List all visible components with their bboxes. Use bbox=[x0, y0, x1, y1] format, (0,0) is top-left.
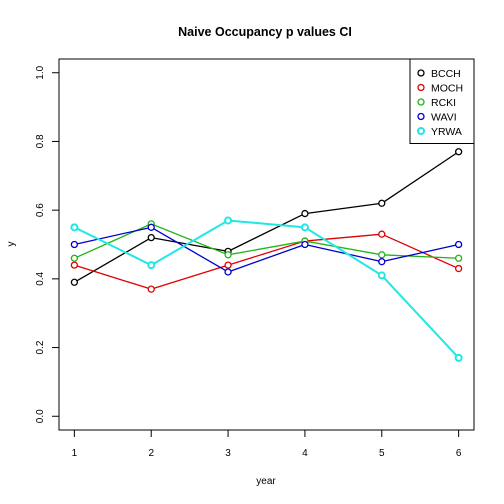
x-tick-label: 2 bbox=[148, 448, 154, 459]
legend-label-rcki: RCKI bbox=[431, 97, 456, 109]
data-point-yrwa bbox=[300, 223, 309, 232]
data-point-moch bbox=[70, 261, 79, 269]
legend-marker-yrwa bbox=[417, 127, 425, 135]
x-axis: 1 2 3 4 5 6 bbox=[72, 429, 462, 459]
data-point-bcch bbox=[147, 233, 155, 242]
data-point-rcki bbox=[378, 251, 386, 259]
data-point-wavi bbox=[378, 258, 386, 266]
y-tick-label: 0.8 bbox=[35, 134, 46, 148]
data-point-wavi bbox=[301, 240, 309, 249]
y-tick-label: 0.4 bbox=[35, 271, 46, 285]
series-layer bbox=[70, 148, 463, 362]
legend-label-bcch: BCCH bbox=[431, 68, 461, 80]
legend-marker-wavi bbox=[417, 112, 425, 121]
data-point-wavi bbox=[454, 240, 463, 249]
y-tick-label: 1.0 bbox=[35, 65, 46, 79]
x-tick-label: 1 bbox=[72, 448, 78, 459]
x-tick-label: 5 bbox=[379, 448, 385, 459]
data-point-yrwa bbox=[147, 261, 156, 270]
legend-marker-moch bbox=[417, 83, 425, 92]
chart-title: Naive Occupancy p values CI bbox=[178, 25, 352, 39]
series-line-bcch bbox=[74, 151, 459, 283]
legend-marker-bcch bbox=[417, 69, 425, 77]
data-point-rcki bbox=[224, 251, 232, 259]
legend: BCCH MOCH RCKI WAVI YRWA bbox=[409, 58, 475, 144]
data-point-moch bbox=[378, 230, 386, 238]
data-point-rcki bbox=[454, 254, 463, 262]
data-point-yrwa bbox=[224, 216, 233, 225]
x-axis-title: year bbox=[256, 476, 276, 487]
data-point-yrwa bbox=[70, 223, 79, 232]
legend-label-yrwa: YRWA bbox=[431, 126, 462, 138]
y-tick-label: 0.0 bbox=[35, 409, 46, 423]
data-point-yrwa bbox=[377, 271, 386, 280]
data-point-wavi bbox=[147, 223, 155, 231]
data-point-bcch bbox=[301, 209, 309, 218]
data-point-wavi bbox=[224, 268, 232, 276]
x-tick-label: 3 bbox=[225, 448, 231, 459]
legend-marker-rcki bbox=[417, 98, 425, 106]
data-point-moch bbox=[454, 264, 463, 273]
data-point-yrwa bbox=[454, 353, 463, 362]
y-axis: 0.0 0.2 0.4 0.6 0.8 1.0 bbox=[35, 65, 60, 423]
series-line-moch bbox=[74, 233, 459, 290]
series-line-wavi bbox=[74, 226, 459, 273]
data-point-bcch bbox=[70, 278, 79, 286]
y-axis-title: y bbox=[6, 242, 17, 247]
series-line-yrwa bbox=[73, 219, 460, 359]
data-point-moch bbox=[224, 261, 232, 269]
x-tick-label: 4 bbox=[302, 448, 308, 459]
data-point-wavi bbox=[70, 240, 79, 249]
x-tick-label: 6 bbox=[456, 448, 462, 459]
data-point-rcki bbox=[70, 254, 79, 262]
data-point-bcch bbox=[454, 148, 463, 156]
y-tick-label: 0.6 bbox=[35, 203, 46, 217]
data-point-bcch bbox=[378, 199, 386, 207]
y-tick-label: 0.2 bbox=[35, 340, 46, 354]
legend-label-wavi: WAVI bbox=[431, 112, 457, 124]
legend-label-moch: MOCH bbox=[431, 83, 463, 95]
data-point-moch bbox=[147, 285, 155, 293]
